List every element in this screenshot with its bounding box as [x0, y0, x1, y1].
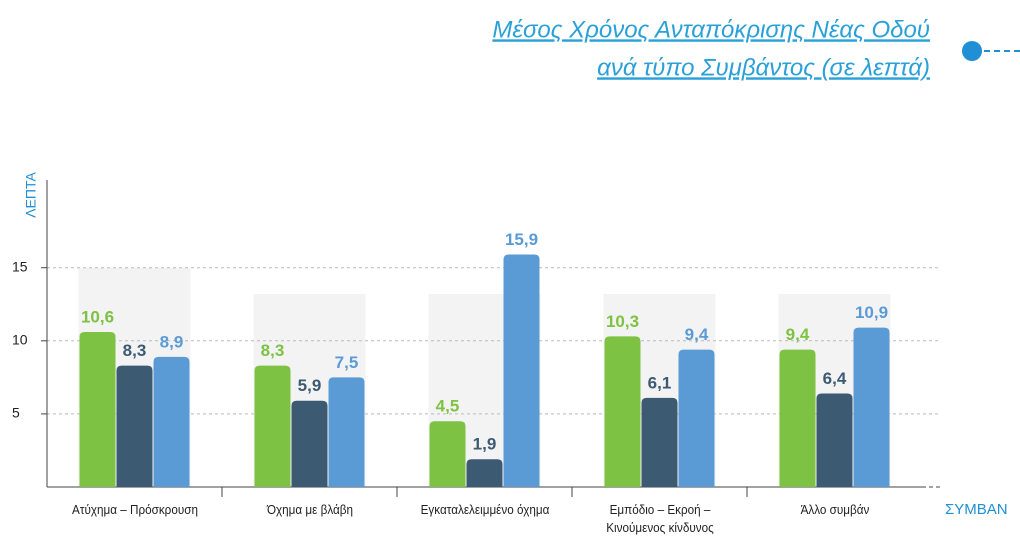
bar	[153, 356, 190, 487]
chart-title: Μέσος Χρόνος Ανταπόκρισης Νέας Οδού	[492, 16, 930, 43]
x-tick-label: Εγκαταλελειμμένο όχημα	[420, 502, 549, 517]
value-label: 4,5	[436, 397, 460, 416]
bar	[116, 365, 153, 487]
bar	[604, 336, 641, 487]
value-label: 5,9	[298, 376, 322, 395]
x-tick-label: Όχημα με βλάβη	[266, 502, 353, 517]
bar	[291, 400, 328, 487]
x-tick-label: Ατύχημα – Πρόσκρουση	[71, 502, 198, 517]
bar	[466, 459, 503, 487]
value-label: 6,1	[648, 373, 672, 392]
x-axis-label: ΣΥΜΒΑΝ	[945, 501, 1008, 518]
bar	[779, 349, 816, 487]
value-label: 8,3	[261, 341, 285, 360]
value-label: 10,9	[855, 303, 888, 322]
bar	[503, 254, 540, 487]
bar	[816, 393, 853, 487]
x-tick-label: Εμπόδιο – Εκροή – Κινούμενος κίνδυνος	[605, 502, 714, 535]
value-label: 7,5	[335, 353, 359, 372]
value-label: 10,6	[81, 308, 114, 327]
y-tick-label: 10	[12, 332, 28, 348]
bar	[853, 327, 890, 487]
chart-title: ανά τύπο Συμβάντος (σε λεπτά)	[597, 54, 930, 81]
icon	[962, 41, 982, 61]
value-label: 8,3	[123, 341, 147, 360]
x-tick-label: Άλλο συμβάν	[800, 502, 869, 517]
y-tick-label: 15	[12, 258, 28, 274]
y-axis-label: ΛΕΠΤΑ	[23, 172, 39, 218]
value-label: 1,9	[473, 435, 497, 454]
bar	[79, 332, 116, 487]
y-tick-label: 5	[12, 405, 20, 421]
bar	[678, 349, 715, 487]
bar	[429, 421, 466, 487]
bar	[254, 365, 291, 487]
value-label: 8,9	[160, 332, 184, 351]
bar	[328, 377, 365, 487]
value-label: 15,9	[505, 230, 538, 249]
value-label: 9,4	[685, 325, 709, 344]
bar	[641, 397, 678, 487]
value-label: 9,4	[786, 325, 810, 344]
value-label: 6,4	[823, 369, 847, 388]
value-label: 10,3	[606, 312, 639, 331]
